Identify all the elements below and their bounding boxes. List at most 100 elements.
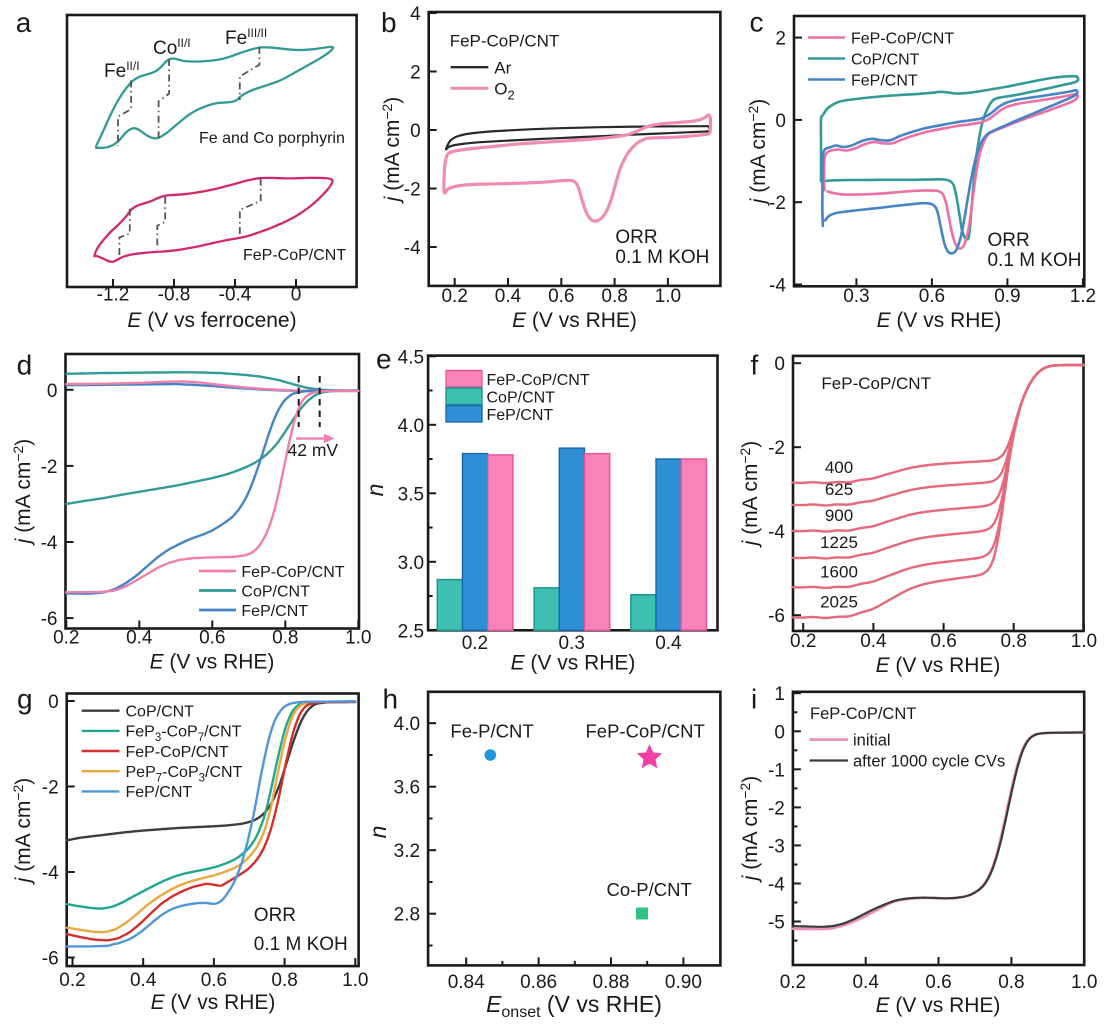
svg-text:0.4: 0.4 xyxy=(655,633,682,654)
svg-text:E (V vs ferrocene): E (V vs ferrocene) xyxy=(127,309,296,332)
svg-text:0.1 M KOH: 0.1 M KOH xyxy=(988,250,1082,271)
svg-text:E (V vs RHE): E (V vs RHE) xyxy=(876,654,1001,677)
svg-text:0: 0 xyxy=(775,111,786,132)
svg-text:Ar: Ar xyxy=(494,59,511,78)
svg-text:2: 2 xyxy=(410,63,421,84)
svg-text:3.2: 3.2 xyxy=(394,841,420,862)
svg-text:-5: -5 xyxy=(768,913,785,934)
svg-text:400: 400 xyxy=(825,458,853,477)
svg-text:-2: -2 xyxy=(768,438,785,459)
svg-text:h: h xyxy=(383,684,399,715)
svg-text:625: 625 xyxy=(825,480,853,499)
svg-text:4.0: 4.0 xyxy=(398,416,424,437)
svg-text:-1: -1 xyxy=(768,760,785,781)
svg-text:0.86: 0.86 xyxy=(520,972,557,993)
svg-text:1600: 1600 xyxy=(820,562,858,581)
svg-text:FeP-CoP/CNT: FeP-CoP/CNT xyxy=(851,31,954,48)
svg-text:1.0: 1.0 xyxy=(655,286,681,307)
svg-text:E (V vs RHE): E (V vs RHE) xyxy=(512,309,637,332)
svg-text:4.5: 4.5 xyxy=(398,347,424,368)
svg-text:-6: -6 xyxy=(41,609,58,630)
svg-text:0.3: 0.3 xyxy=(843,286,869,307)
svg-text:3.6: 3.6 xyxy=(394,778,420,799)
svg-text:0: 0 xyxy=(410,121,421,142)
svg-text:j (mA cm−2): j (mA cm−2) xyxy=(737,441,762,549)
svg-text:FeP-CoP/CNT: FeP-CoP/CNT xyxy=(810,705,916,723)
svg-text:0: 0 xyxy=(48,692,59,713)
svg-text:j (mA cm−2): j (mA cm−2) xyxy=(10,778,35,886)
svg-text:FeP-CoP/CNT: FeP-CoP/CNT xyxy=(241,564,344,581)
svg-text:-4: -4 xyxy=(768,522,785,543)
svg-text:Co-P/CNT: Co-P/CNT xyxy=(607,879,692,900)
svg-text:900: 900 xyxy=(825,506,853,525)
svg-text:4: 4 xyxy=(410,4,421,25)
svg-text:FeP-CoP/CNT: FeP-CoP/CNT xyxy=(126,744,229,761)
svg-text:i: i xyxy=(751,684,757,715)
svg-text:3.0: 3.0 xyxy=(398,553,424,574)
svg-text:1.0: 1.0 xyxy=(1071,631,1097,652)
svg-text:FeP3-CoP7/CNT: FeP3-CoP7/CNT xyxy=(126,724,242,745)
svg-text:-3: -3 xyxy=(768,836,785,857)
svg-text:c: c xyxy=(750,7,764,38)
svg-text:1.2: 1.2 xyxy=(1070,286,1096,307)
svg-text:0.1 M KOH: 0.1 M KOH xyxy=(615,247,709,268)
svg-text:E (V vs RHE): E (V vs RHE) xyxy=(511,652,636,675)
svg-text:0: 0 xyxy=(291,285,302,306)
svg-text:ORR: ORR xyxy=(988,230,1030,251)
svg-text:-0.8: -0.8 xyxy=(158,285,191,306)
svg-text:1225: 1225 xyxy=(820,533,858,552)
svg-text:n: n xyxy=(362,484,388,497)
svg-text:-4: -4 xyxy=(404,238,421,259)
svg-text:0.6: 0.6 xyxy=(201,970,227,991)
svg-text:0.8: 0.8 xyxy=(272,628,298,649)
svg-text:-2: -2 xyxy=(769,193,786,214)
svg-text:FeP/CNT: FeP/CNT xyxy=(851,73,918,90)
svg-text:0.4: 0.4 xyxy=(852,972,879,993)
svg-text:0.4: 0.4 xyxy=(126,628,153,649)
svg-text:2025: 2025 xyxy=(820,593,858,612)
svg-text:0.2: 0.2 xyxy=(59,970,85,991)
svg-text:1.0: 1.0 xyxy=(342,970,368,991)
svg-text:CoP/CNT: CoP/CNT xyxy=(487,389,556,406)
svg-text:0.2: 0.2 xyxy=(790,631,816,652)
svg-text:2.8: 2.8 xyxy=(394,905,420,926)
svg-text:-2: -2 xyxy=(404,180,421,201)
svg-text:0.1 M KOH: 0.1 M KOH xyxy=(254,934,348,955)
svg-text:-4: -4 xyxy=(768,875,785,896)
svg-text:0.4: 0.4 xyxy=(860,631,887,652)
svg-text:1.0: 1.0 xyxy=(345,628,371,649)
svg-text:0.6: 0.6 xyxy=(919,286,945,307)
svg-text:PeP7-CoP3/CNT: PeP7-CoP3/CNT xyxy=(126,764,243,785)
svg-text:g: g xyxy=(17,684,33,715)
svg-text:FeP/CNT: FeP/CNT xyxy=(126,784,193,801)
svg-text:FeP-CoP/CNT: FeP-CoP/CNT xyxy=(821,374,931,393)
svg-text:-4: -4 xyxy=(769,276,786,297)
svg-text:ORR: ORR xyxy=(615,227,657,248)
svg-text:1: 1 xyxy=(774,684,785,705)
svg-text:b: b xyxy=(381,7,397,38)
svg-text:0.9: 0.9 xyxy=(994,286,1020,307)
svg-text:Fe and Co porphyrin: Fe and Co porphyrin xyxy=(199,130,345,147)
svg-text:CoP/CNT: CoP/CNT xyxy=(241,584,310,601)
svg-text:42 mV: 42 mV xyxy=(288,440,339,460)
svg-text:-6: -6 xyxy=(42,949,59,970)
svg-text:0.3: 0.3 xyxy=(558,633,584,654)
svg-text:-6: -6 xyxy=(768,606,785,627)
svg-text:FeP-CoP/CNT: FeP-CoP/CNT xyxy=(586,721,705,742)
svg-text:2.5: 2.5 xyxy=(398,621,424,642)
svg-text:d: d xyxy=(17,350,33,381)
svg-text:E (V vs RHE): E (V vs RHE) xyxy=(150,651,275,674)
svg-text:-2: -2 xyxy=(41,457,58,478)
svg-text:0: 0 xyxy=(47,381,58,402)
svg-text:a: a xyxy=(16,7,32,38)
svg-text:0.4: 0.4 xyxy=(130,970,157,991)
svg-text:CoII/I: CoII/I xyxy=(153,36,191,59)
svg-text:E (V vs RHE): E (V vs RHE) xyxy=(151,991,276,1014)
svg-text:0.84: 0.84 xyxy=(448,972,485,993)
svg-text:FeP-CoP/CNT: FeP-CoP/CNT xyxy=(450,32,560,51)
svg-text:0.8: 0.8 xyxy=(998,972,1024,993)
svg-text:n: n xyxy=(365,826,391,839)
svg-text:j (mA cm−2): j (mA cm−2) xyxy=(737,776,762,884)
svg-text:-4: -4 xyxy=(42,863,59,884)
svg-text:FeIII/II: FeIII/II xyxy=(225,26,267,49)
